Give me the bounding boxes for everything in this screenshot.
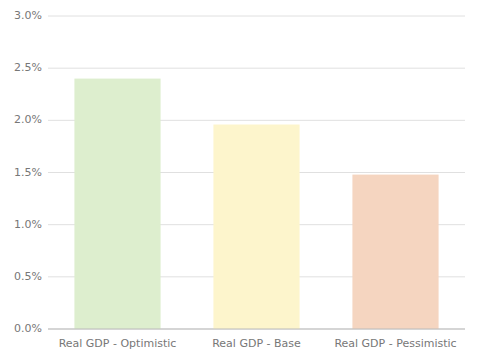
y-axis: 0.0% 0.5% 1.0% 1.5% 2.0% 2.5% 3.0% bbox=[14, 9, 42, 335]
grid-line bbox=[48, 68, 465, 69]
bar bbox=[213, 125, 299, 329]
grid bbox=[48, 16, 465, 329]
chart-container: 0.0% 0.5% 1.0% 1.5% 2.0% 2.5% 3.0% Real GDP - O… bbox=[0, 0, 479, 363]
bars bbox=[74, 79, 438, 329]
grid-line bbox=[48, 16, 465, 17]
y-tick-label: 2.0% bbox=[14, 113, 42, 126]
y-tick-label: 2.5% bbox=[14, 61, 42, 74]
y-tick-label: 1.0% bbox=[14, 218, 42, 231]
y-tick-label: 3.0% bbox=[14, 9, 42, 22]
bar bbox=[352, 175, 438, 329]
x-tick-label: Real GDP - Optimistic bbox=[59, 337, 177, 350]
y-tick-label: 0.0% bbox=[14, 322, 42, 335]
x-tick-label: Real GDP - Pessimistic bbox=[334, 337, 456, 350]
x-axis: Real GDP - Optimistic Real GDP - Base Real… bbox=[59, 337, 457, 350]
y-tick-label: 1.5% bbox=[14, 166, 42, 179]
x-axis-line bbox=[48, 329, 465, 330]
grid-line bbox=[48, 329, 465, 330]
y-tick-label: 0.5% bbox=[14, 270, 42, 283]
bar bbox=[74, 79, 160, 329]
x-tick-label: Real GDP - Base bbox=[212, 337, 301, 350]
chart-svg: 0.0% 0.5% 1.0% 1.5% 2.0% 2.5% 3.0% Real GDP - O… bbox=[0, 0, 479, 363]
